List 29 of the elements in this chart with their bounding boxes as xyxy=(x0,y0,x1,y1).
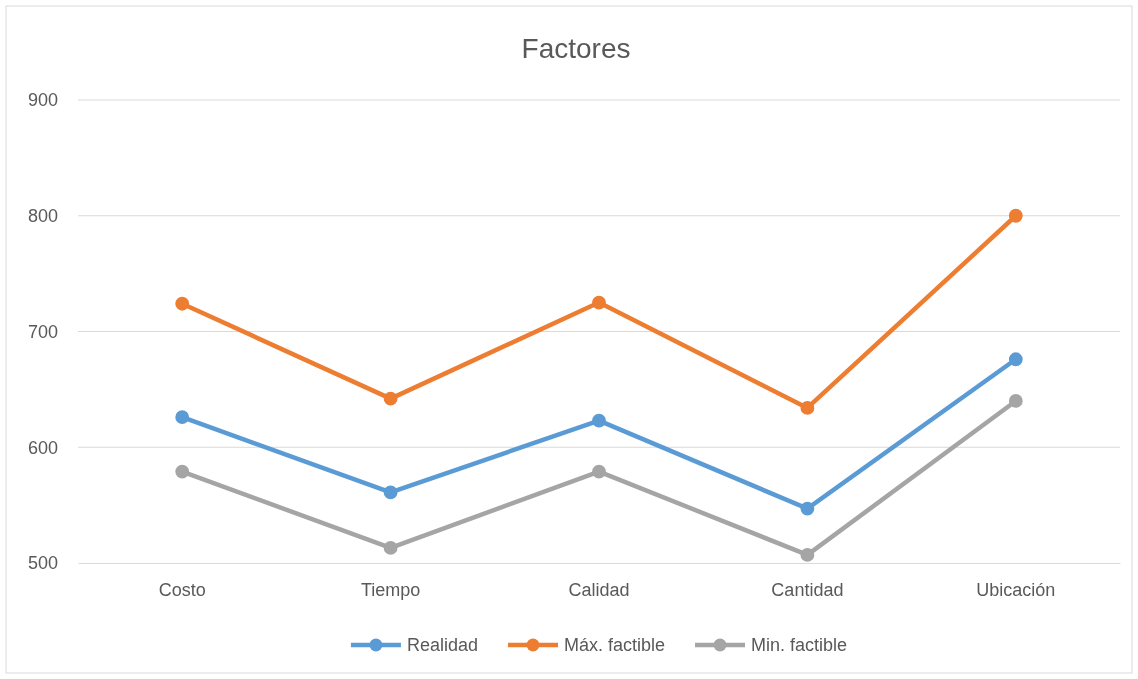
point xyxy=(800,548,815,562)
point xyxy=(800,401,815,415)
y-tick-label: 800 xyxy=(27,206,58,227)
point xyxy=(1008,394,1023,408)
legend-label: Máx. factible xyxy=(563,635,666,655)
x-tick-label: Cantidad xyxy=(771,579,844,600)
point xyxy=(383,391,398,406)
point xyxy=(592,413,606,428)
point xyxy=(175,464,190,479)
point xyxy=(592,464,606,479)
legend-label: Realidad xyxy=(406,635,478,655)
legend-label: Min. factible xyxy=(751,635,848,655)
point xyxy=(175,410,190,425)
y-tick-label: 900 xyxy=(27,90,58,111)
point xyxy=(175,296,190,311)
point xyxy=(1008,352,1023,367)
point xyxy=(1008,208,1023,223)
y-tick-label: 700 xyxy=(27,321,58,342)
chart-title: Factores xyxy=(521,33,631,64)
x-tick-label: Calidad xyxy=(568,579,630,600)
point xyxy=(592,295,606,310)
x-tick-label: Tiempo xyxy=(360,579,421,600)
x-tick-label: Ubicación xyxy=(976,579,1056,600)
point xyxy=(383,541,398,555)
point xyxy=(383,485,398,500)
point xyxy=(800,501,815,516)
y-tick-label: 500 xyxy=(27,553,58,574)
y-tick-label: 600 xyxy=(27,437,58,458)
x-tick-label: Costo xyxy=(158,579,206,600)
